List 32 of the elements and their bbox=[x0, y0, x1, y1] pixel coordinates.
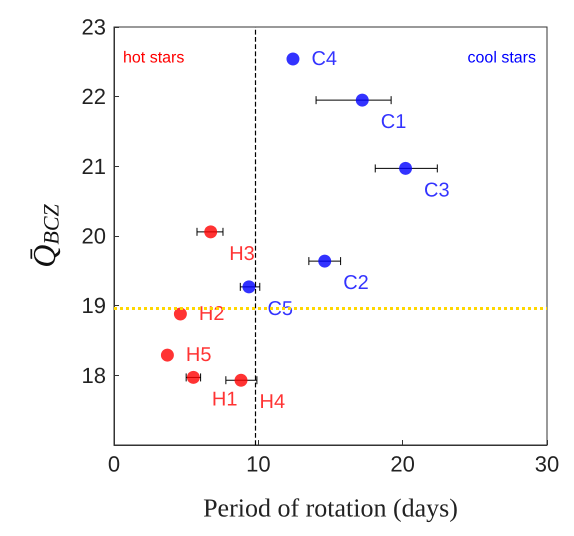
annotation: cool stars bbox=[468, 50, 536, 66]
data-label: H3 bbox=[229, 242, 255, 265]
y-tick-label: 23 bbox=[82, 14, 106, 40]
data-label: C1 bbox=[380, 111, 406, 134]
y-tick-label: 19 bbox=[82, 293, 106, 318]
data-label: H5 bbox=[186, 344, 212, 366]
point bbox=[242, 280, 256, 294]
data-label: C3 bbox=[424, 179, 450, 202]
point bbox=[174, 308, 187, 321]
y-tick-label: 22 bbox=[82, 84, 106, 110]
point bbox=[204, 225, 218, 238]
data-label: H1 bbox=[212, 388, 238, 410]
point bbox=[399, 162, 412, 175]
y-tick-label: 20 bbox=[82, 224, 106, 248]
x-tick-label: 10 bbox=[246, 452, 271, 476]
x-tick-label: 20 bbox=[390, 452, 415, 476]
point bbox=[160, 348, 174, 362]
point bbox=[186, 370, 200, 384]
point bbox=[356, 94, 369, 107]
x-axis-title: Period of rotation (days) bbox=[203, 494, 458, 522]
y-axis-title: Q̄BCZ bbox=[26, 204, 64, 268]
data-label: H4 bbox=[260, 391, 286, 414]
x-tick-label: 30 bbox=[534, 452, 560, 476]
data-label: C4 bbox=[311, 48, 338, 70]
annotation: hot stars bbox=[123, 50, 184, 66]
point bbox=[286, 52, 300, 66]
point bbox=[234, 374, 248, 387]
x-tick-label: 0 bbox=[108, 452, 120, 476]
point bbox=[318, 254, 332, 268]
data-label: C2 bbox=[343, 272, 369, 294]
y-tick-label: 21 bbox=[82, 154, 106, 179]
y-tick-label: 18 bbox=[82, 362, 106, 388]
